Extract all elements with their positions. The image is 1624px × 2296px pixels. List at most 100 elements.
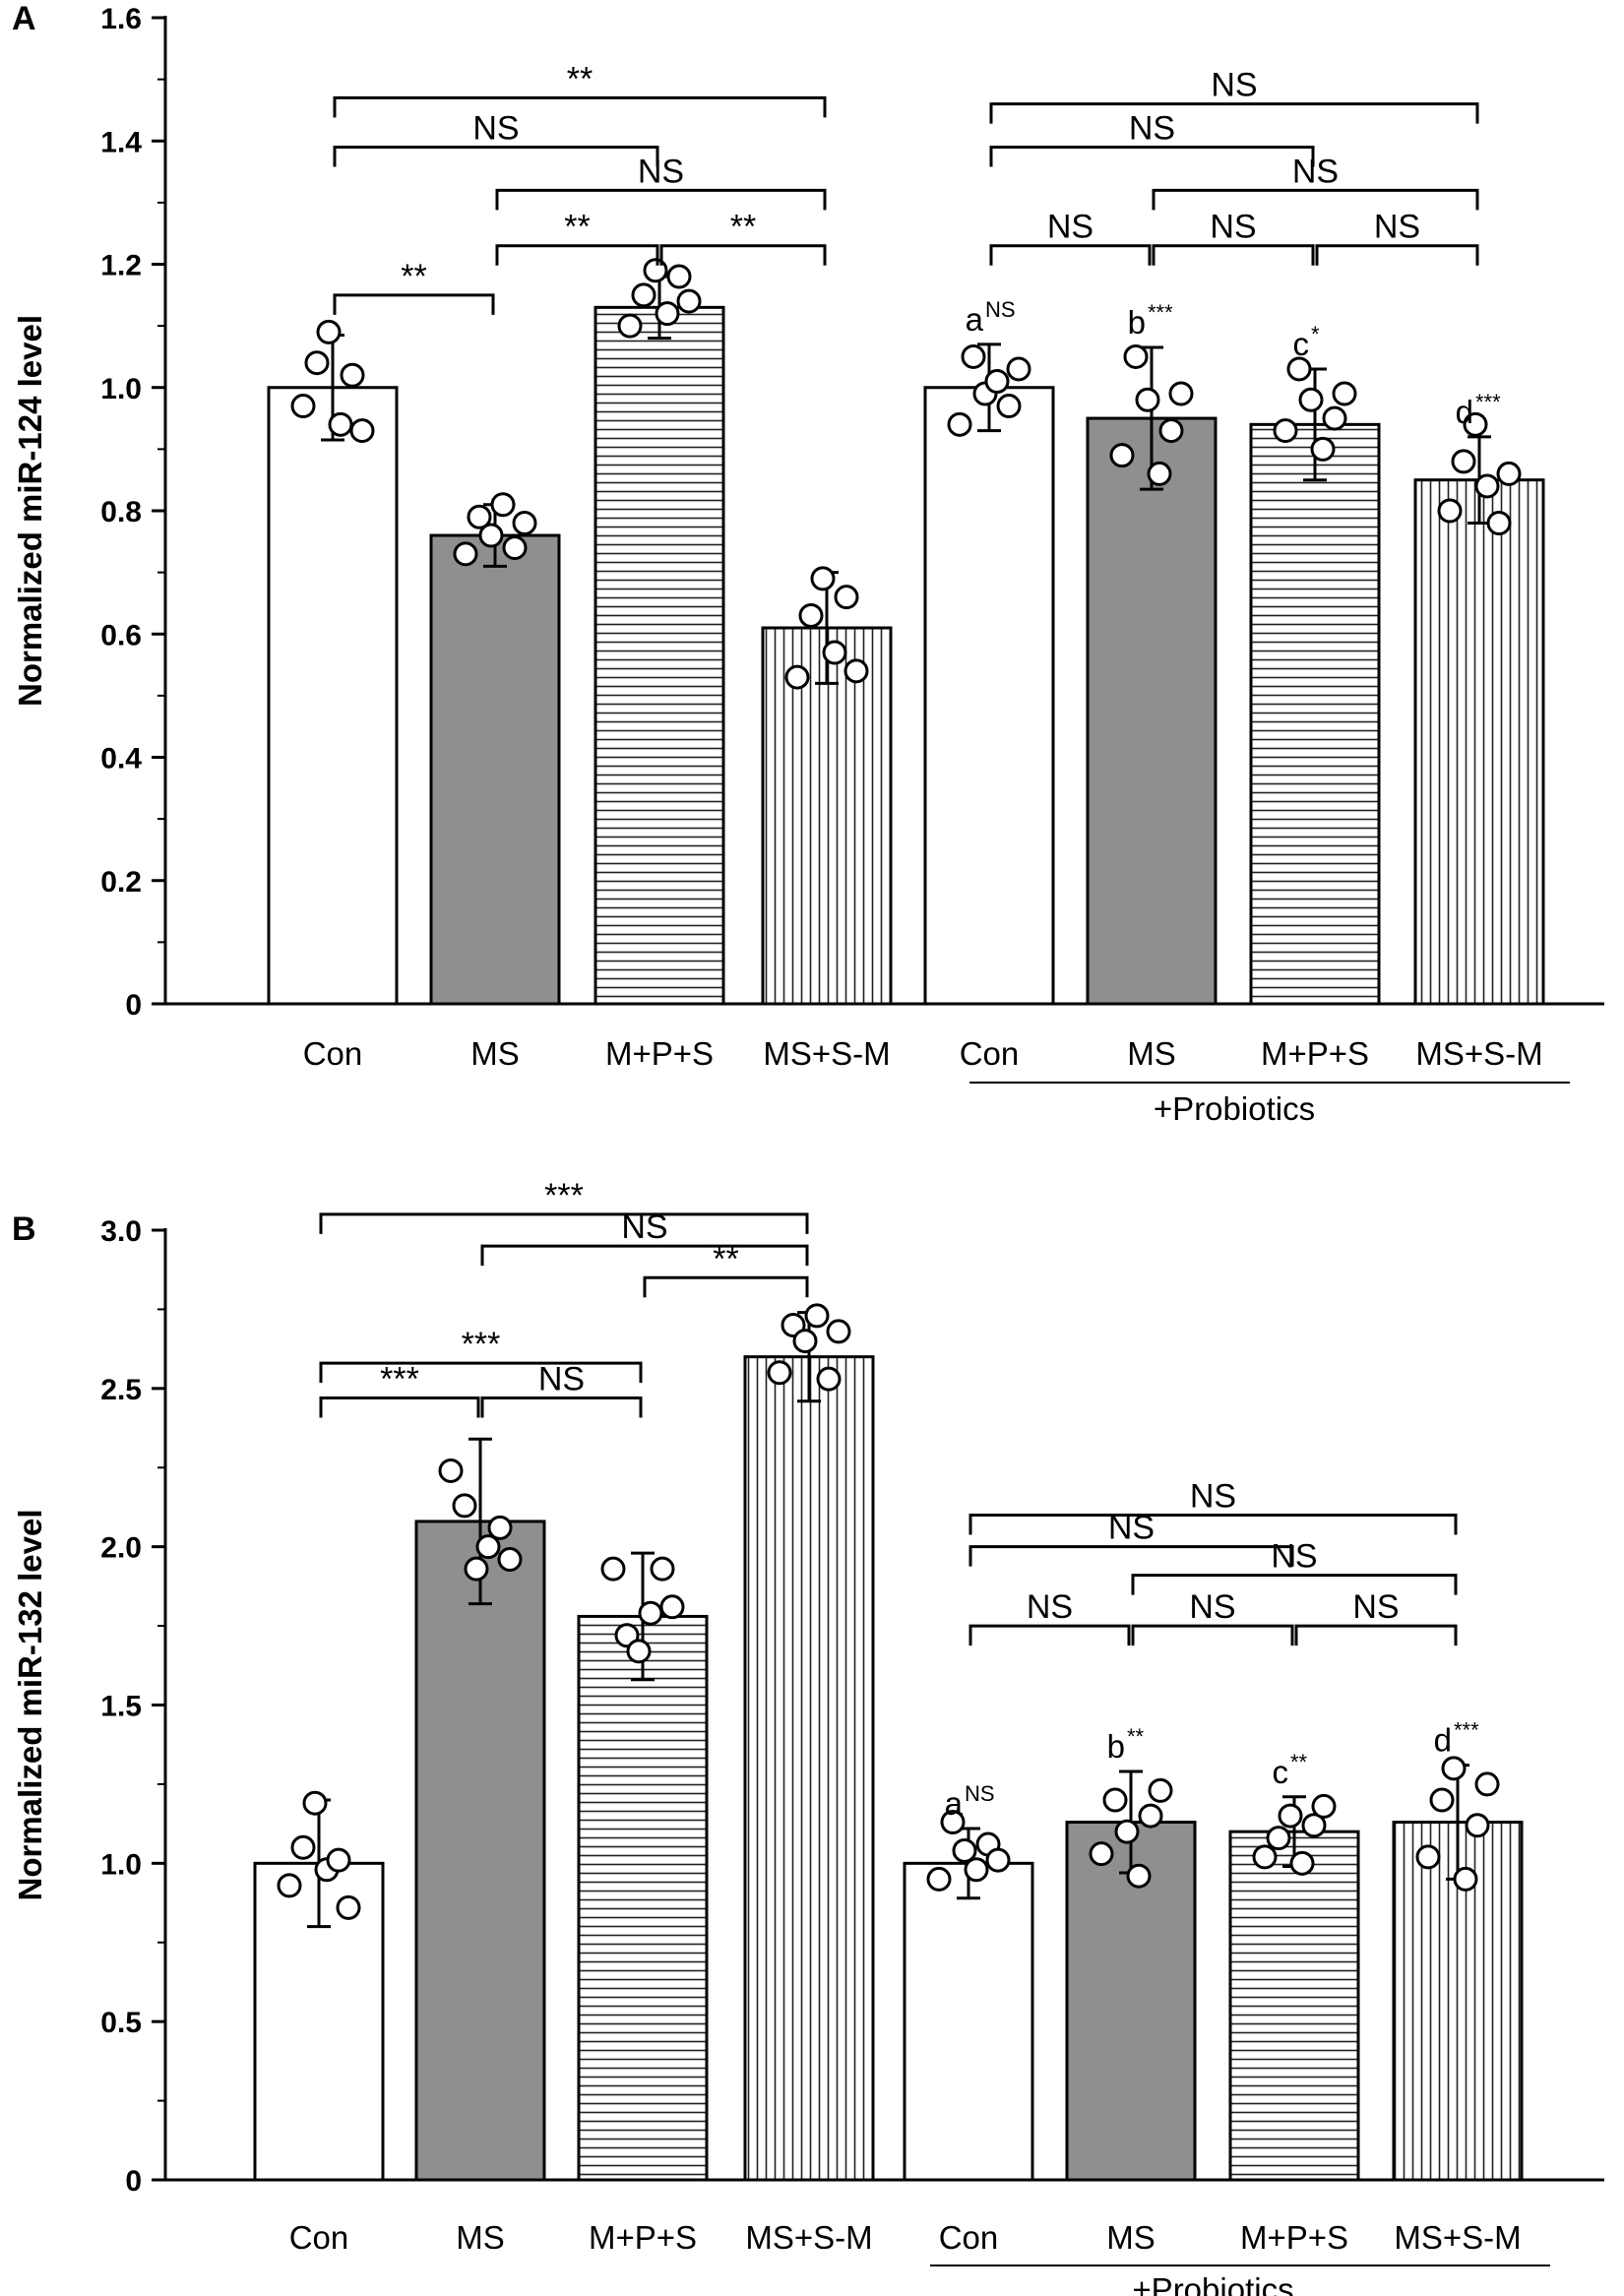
x-tick-label: M+P+S: [589, 2219, 697, 2256]
data-point: [1486, 511, 1512, 536]
panel-a: A Normalized miR-124 level 0 0.2 0.4 0.6 0.8 1.…: [12, 0, 1604, 1127]
group-label: +Probiotics: [1154, 1090, 1315, 1127]
comparison-bracket: [495, 244, 659, 266]
data-point: [798, 602, 824, 628]
comparison-bracket: [1152, 244, 1315, 266]
data-point: [487, 1515, 513, 1540]
data-point: [1322, 405, 1347, 431]
data-point: [1415, 1844, 1441, 1870]
data-point: [1123, 343, 1149, 369]
data-point: [940, 1810, 966, 1835]
comparison-bracket: [480, 1396, 643, 1418]
comparison-label: NS: [1027, 1588, 1073, 1626]
data-point: [1158, 418, 1184, 444]
y-tick-label: 0.2: [100, 866, 142, 899]
data-point: [826, 1319, 851, 1344]
x-tick-label: MS+S-M: [763, 1035, 890, 1072]
comparison-label: NS: [538, 1360, 585, 1397]
comparison-label: NS: [1108, 1510, 1155, 1547]
comparison-bracket: [1131, 1624, 1294, 1646]
comparison-label: **: [713, 1240, 738, 1277]
data-point: [650, 1556, 675, 1582]
bar-letter: a: [966, 301, 984, 338]
data-point: [1465, 1813, 1490, 1838]
comparison-bracket: [319, 1361, 643, 1384]
bar-letter-sup: *: [1311, 322, 1320, 346]
data-point: [1496, 461, 1522, 486]
data-point: [631, 282, 656, 308]
data-point: [804, 1303, 830, 1329]
comparison-label: NS: [1292, 153, 1339, 190]
data-point: [328, 411, 353, 437]
data-point: [1278, 1803, 1303, 1829]
data-point: [985, 1847, 1011, 1873]
comparison-bracket: [1131, 1574, 1458, 1595]
x-tick-label: M+P+S: [1240, 2219, 1348, 2256]
data-point: [453, 541, 478, 567]
data-point: [1266, 1826, 1291, 1851]
data-point: [502, 535, 528, 561]
data-point: [1006, 356, 1031, 382]
bar: [577, 1614, 709, 2182]
panel-b: B Normalized miR-132 level 0 0.5 1.0 1.5 2.0 2.…: [12, 1177, 1604, 2296]
y-axis-label: Normalized miR-132 level: [12, 1510, 48, 1901]
data-point: [1453, 1866, 1478, 1892]
comparison-bracket: [495, 188, 827, 211]
data-point: [1147, 461, 1172, 486]
data-point: [843, 658, 869, 684]
data-point: [1252, 1844, 1278, 1870]
data-point: [638, 1600, 663, 1626]
data-point: [1298, 387, 1324, 412]
comparison-label: NS: [1352, 1588, 1399, 1626]
data-point: [926, 1866, 952, 1892]
data-point: [490, 492, 516, 518]
bar: [743, 1355, 875, 2182]
data-point: [767, 1360, 792, 1386]
y-tick-label: 0.8: [100, 496, 142, 528]
bar: [429, 533, 561, 1006]
comparison-bracket: [1152, 188, 1479, 211]
y-tick-label: 3.0: [100, 1215, 142, 1248]
data-point: [600, 1556, 626, 1582]
comparison-bracket: [989, 146, 1315, 167]
x-tick-label: MS: [1106, 2219, 1156, 2256]
x-tick-label: MS: [470, 1035, 520, 1072]
data-point: [1286, 356, 1312, 382]
comparison-bracket: [968, 1545, 1294, 1567]
comparison-label: NS: [621, 1209, 667, 1246]
panel-letter: B: [12, 1210, 36, 1248]
data-point: [1429, 1787, 1455, 1813]
data-point: [810, 566, 836, 591]
data-point: [290, 394, 316, 419]
comparison-label: ***: [544, 1177, 584, 1214]
bar: [1228, 1830, 1360, 2182]
data-point: [478, 523, 504, 548]
x-tick-label: Con: [289, 2219, 349, 2256]
data-point: [659, 1594, 685, 1620]
y-tick-label: 0: [125, 2165, 142, 2198]
data-point: [784, 664, 810, 690]
data-point: [1437, 498, 1463, 524]
x-tick-label: Con: [960, 1035, 1020, 1072]
bar-letter: b: [1128, 304, 1146, 341]
comparison-label: NS: [1129, 110, 1175, 148]
data-point: [655, 301, 680, 327]
data-point: [1138, 1803, 1163, 1829]
data-point: [326, 1847, 351, 1873]
x-tick-label: M+P+S: [605, 1035, 714, 1072]
data-point: [1089, 1841, 1114, 1867]
comparison-label: NS: [1189, 1588, 1235, 1626]
y-tick-label: 1.6: [100, 3, 142, 35]
comparison-label: **: [564, 209, 590, 246]
data-point: [467, 504, 492, 529]
data-point: [1289, 1850, 1315, 1876]
data-point: [643, 258, 668, 283]
comparison-bracket: [480, 1244, 809, 1267]
data-point: [452, 1493, 477, 1519]
bar-letter-sup: NS: [965, 1781, 995, 1806]
comparison-bracket: [643, 1275, 809, 1298]
comparison-label: ***: [462, 1326, 501, 1363]
bar-letter: d: [1434, 1722, 1452, 1759]
bar-letter: c: [1293, 326, 1310, 362]
bar-letter-sup: ***: [1454, 1718, 1479, 1743]
